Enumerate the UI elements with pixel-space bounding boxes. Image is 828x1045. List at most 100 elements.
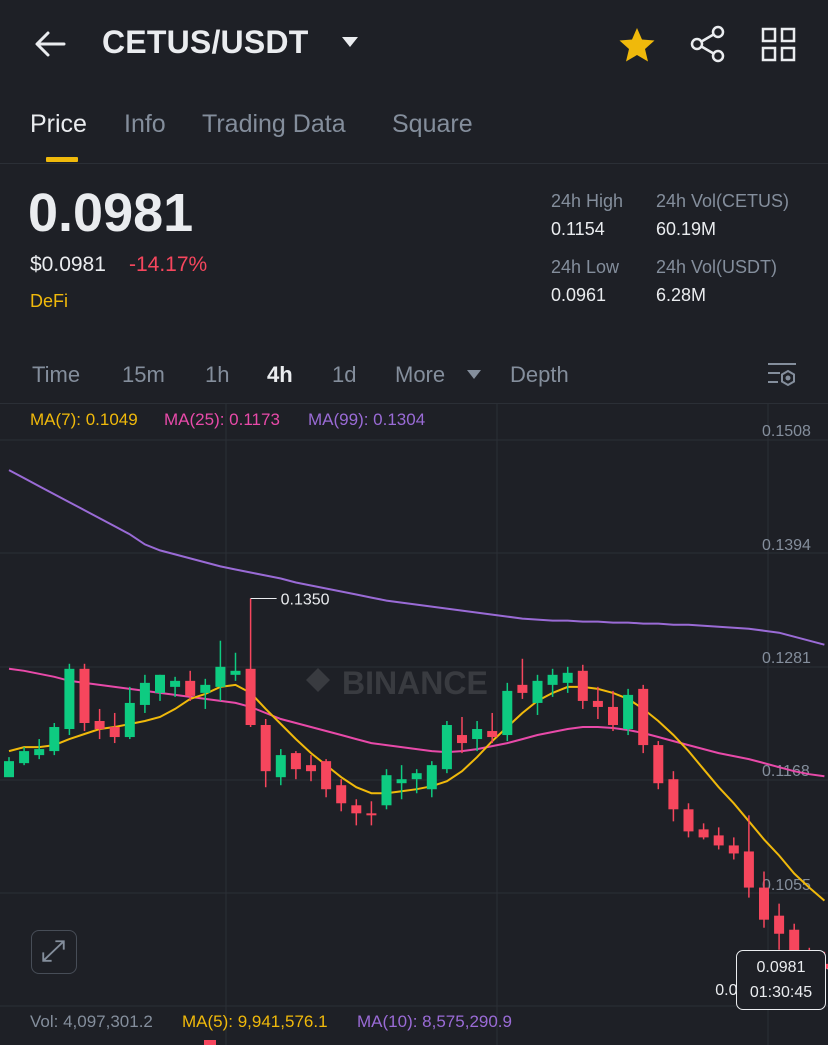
candle [139, 674, 150, 713]
candle [185, 670, 196, 701]
stat-high-label: 24h High [551, 191, 624, 211]
usd-price: $0.0981 [30, 253, 106, 276]
price-axis: 0.1508 0.1394 0.1281 0.1168 0.1055 [762, 423, 811, 894]
candle [487, 712, 498, 744]
candle [502, 682, 513, 742]
high-annotation: 0.1350 [281, 592, 330, 609]
candle-countdown: 01:30:45 [749, 984, 813, 1001]
candle [155, 674, 165, 701]
candle [321, 759, 332, 798]
candle [698, 823, 709, 840]
candle [79, 663, 90, 732]
stat-low-label: 24h Low [551, 257, 620, 277]
candle [683, 803, 694, 838]
candle [668, 771, 679, 822]
interval-1d[interactable]: 1d [332, 362, 357, 387]
active-tab-indicator [46, 157, 78, 162]
price-tick: 0.1281 [762, 650, 811, 667]
back-arrow-icon[interactable] [30, 24, 70, 64]
candle [381, 769, 392, 810]
tab-info[interactable]: Info [124, 110, 166, 138]
chevron-down-icon[interactable] [342, 37, 358, 47]
candle [260, 718, 271, 788]
chevron-down-icon[interactable] [467, 370, 481, 379]
current-price-box: 0.0981 01:30:45 [736, 950, 826, 1010]
volume-ma10-legend: MA(10): 8,575,290.9 [357, 1012, 512, 1031]
candle [351, 799, 362, 826]
candle [124, 686, 135, 740]
interval-15m[interactable]: 15m [122, 362, 165, 387]
candle [623, 688, 634, 736]
candle [457, 716, 467, 754]
watermark: BINANCE [306, 665, 488, 701]
candle [517, 658, 528, 699]
candle [411, 769, 422, 794]
tab-square[interactable]: Square [392, 110, 473, 138]
share-icon[interactable] [688, 24, 728, 64]
watermark-text: BINANCE [342, 665, 488, 701]
price-tick: 0.1508 [762, 423, 811, 440]
candle [441, 720, 452, 774]
interval-depth[interactable]: Depth [510, 362, 569, 387]
candle [366, 801, 377, 826]
candle [728, 837, 739, 860]
candle [230, 652, 241, 681]
divider [0, 403, 828, 404]
star-icon[interactable] [618, 26, 656, 64]
ma99-line [8, 469, 825, 646]
stat-vol-quote-value: 6.28M [656, 285, 707, 305]
chart-settings-icon[interactable] [766, 360, 798, 388]
expand-button[interactable] [31, 930, 77, 974]
candle [336, 779, 347, 812]
interval-4h[interactable]: 4h [267, 362, 293, 387]
candlestick-chart[interactable]: BINANCE 0.1508 0.1394 0.1281 0.1168 0.10… [0, 404, 828, 1045]
candle [577, 664, 588, 709]
candle [547, 668, 558, 697]
candle [426, 761, 437, 798]
price-tick: 0.1394 [762, 537, 811, 554]
pair-title[interactable]: CETUS/USDT [102, 24, 309, 60]
interval-more[interactable]: More [395, 362, 446, 387]
stat-vol-base-label: 24h Vol(CETUS) [656, 191, 790, 211]
tab-trading-data[interactable]: Trading Data [202, 110, 346, 138]
volume-bar [204, 1040, 216, 1045]
tab-price[interactable]: Price [30, 110, 87, 138]
ma7-legend: MA(7): 0.1049 [30, 410, 138, 429]
interval-time[interactable]: Time [32, 362, 81, 387]
candle [743, 815, 754, 898]
ma25-legend: MA(25): 0.1173 [164, 410, 280, 429]
candle [64, 663, 75, 736]
divider [0, 163, 828, 164]
chart-grid [0, 404, 828, 1045]
candle [170, 676, 181, 697]
stat-high-value: 0.1154 [551, 219, 605, 239]
ma99-legend: MA(99): 0.1304 [308, 410, 426, 429]
interval-1h[interactable]: 1h [205, 362, 230, 387]
candle [275, 749, 286, 786]
candle [200, 678, 211, 709]
candle [592, 686, 603, 719]
candle [562, 666, 573, 693]
expand-icon [42, 940, 65, 962]
candle [472, 720, 483, 752]
candle [653, 741, 664, 790]
candle [306, 755, 316, 782]
category-tag[interactable]: DeFi [30, 291, 69, 311]
grid-icon[interactable] [760, 26, 798, 64]
volume-ma5-legend: MA(5): 9,941,576.1 [182, 1012, 328, 1031]
candle [245, 598, 256, 728]
candle [532, 674, 543, 715]
candle [4, 757, 14, 778]
last-price: 0.0981 [28, 183, 194, 243]
candle [396, 765, 407, 800]
candle [49, 722, 60, 756]
price-change: -14.17% [129, 253, 208, 276]
current-price: 0.0981 [756, 959, 806, 976]
candle [608, 690, 618, 732]
candle [109, 712, 120, 744]
price-tick: 0.1055 [762, 877, 811, 894]
stat-vol-quote-label: 24h Vol(USDT) [656, 257, 778, 277]
candles [4, 598, 828, 989]
candle [638, 684, 649, 754]
candle [34, 739, 45, 760]
